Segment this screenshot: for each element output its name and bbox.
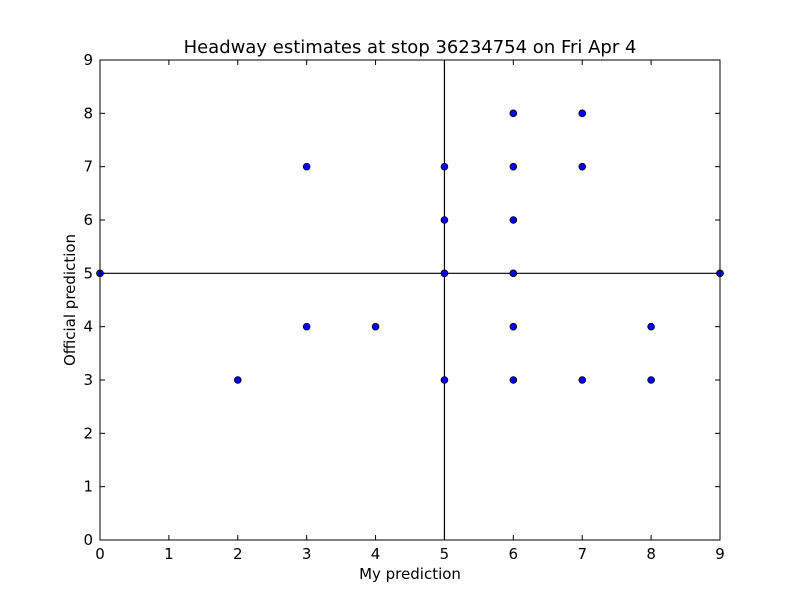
chart-title: Headway estimates at stop 36234754 on Fr… <box>184 37 637 58</box>
y-tick-label: 9 <box>83 51 93 69</box>
data-point <box>578 109 587 118</box>
data-point <box>302 162 311 171</box>
data-point <box>509 162 518 171</box>
data-point <box>233 376 242 384</box>
x-tick-label: 1 <box>164 545 174 563</box>
y-tick-label: 5 <box>83 264 93 282</box>
plot-frame <box>99 59 721 541</box>
data-point <box>440 376 449 384</box>
data-point <box>509 376 518 384</box>
y-tick-label: 0 <box>83 531 93 549</box>
y-tick-label: 7 <box>83 158 93 176</box>
data-point <box>509 216 518 224</box>
data-point <box>578 162 587 171</box>
y-tick-label: 2 <box>83 424 93 442</box>
data-point <box>509 269 518 278</box>
data-point <box>371 322 380 331</box>
x-tick-label: 3 <box>302 545 312 563</box>
x-axis-label: My prediction <box>359 565 461 583</box>
y-tick-label: 6 <box>83 211 93 229</box>
axis-ticks: 0 1 2 3 4 5 6 7 8 9 0 1 2 3 4 5 6 7 8 9 <box>83 51 724 563</box>
reference-lines <box>100 60 720 540</box>
y-tick-label: 4 <box>83 318 93 336</box>
y-tick-label: 8 <box>83 104 93 122</box>
y-axis-label: Official prediction <box>61 234 79 366</box>
data-point <box>440 269 449 278</box>
x-tick-label: 5 <box>440 545 450 563</box>
data-point <box>647 322 655 331</box>
x-tick-label: 8 <box>646 545 656 563</box>
y-tick-label: 1 <box>83 478 93 496</box>
y-tick-label: 3 <box>83 371 93 389</box>
x-tick-label: 2 <box>233 545 243 563</box>
data-point <box>509 322 518 331</box>
x-tick-label: 7 <box>577 545 587 563</box>
data-point <box>509 109 518 118</box>
x-tick-label: 0 <box>95 545 105 563</box>
x-tick-label: 4 <box>371 545 381 563</box>
data-point <box>578 376 587 384</box>
data-points <box>96 109 724 384</box>
x-tick-label: 9 <box>715 545 725 563</box>
data-point <box>302 322 311 331</box>
data-point <box>647 376 655 384</box>
data-point <box>440 162 449 171</box>
x-tick-label: 6 <box>509 545 519 563</box>
data-point <box>440 216 449 224</box>
